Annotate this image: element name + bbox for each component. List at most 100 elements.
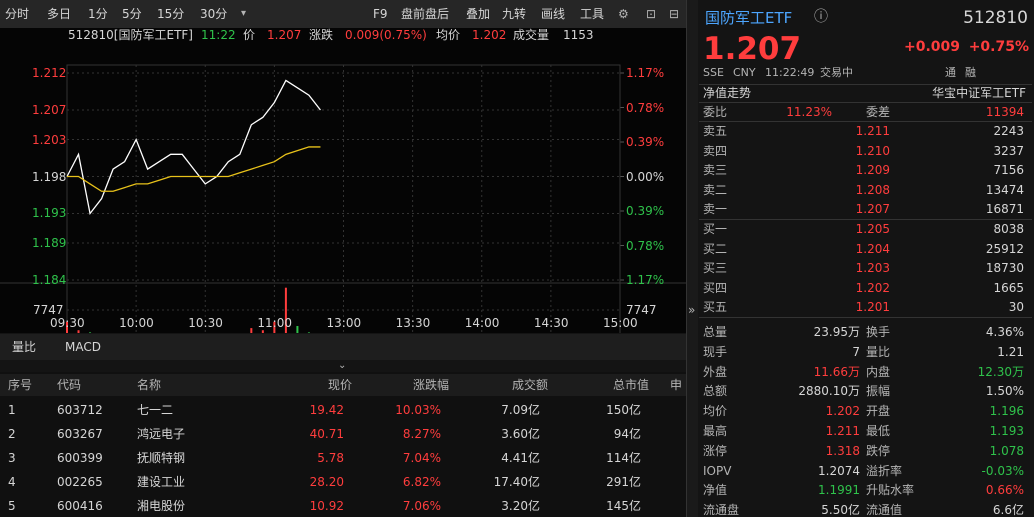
volume-bar	[77, 330, 80, 333]
stat-label: 跌停	[866, 443, 891, 458]
stat-value: 1.21	[997, 344, 1024, 359]
table-header[interactable]: 序号	[8, 378, 33, 392]
table-header[interactable]: 涨跌幅	[412, 378, 449, 392]
x-tick-label: 10:30	[188, 316, 223, 330]
table-header[interactable]: 成交额	[511, 378, 548, 392]
stat-label: 换手	[866, 325, 891, 339]
stat-value: -0.03%	[981, 463, 1024, 478]
stat-value: 1.2074	[818, 463, 860, 478]
table-header[interactable]: 现价	[327, 378, 352, 392]
book-volume: 8038	[993, 222, 1024, 236]
fund-name: 华宝中证军工ETF	[932, 86, 1026, 100]
collapse-icon[interactable]: »	[688, 303, 696, 317]
intraday-chart	[0, 64, 686, 333]
y-tick-label: 1.193	[32, 206, 67, 221]
tool-button[interactable]: 叠加	[466, 7, 491, 21]
quote-meta: SSE	[703, 66, 724, 79]
table-panel	[0, 372, 686, 517]
stat-value: 6.6亿	[992, 503, 1024, 517]
stat-value: 4.36%	[985, 325, 1024, 339]
book-label: 卖三	[703, 163, 728, 177]
table-cell: 145亿	[606, 499, 641, 513]
chart-info: 512810[国防军工ETF]	[68, 28, 193, 42]
tool-button[interactable]: 九转	[502, 7, 527, 21]
icon[interactable]: ⊡	[646, 7, 657, 21]
stat-value: 1.193	[989, 424, 1024, 438]
tool-button[interactable]: 工具	[580, 7, 605, 21]
settings-icon[interactable]: ⚙	[618, 7, 629, 21]
quote-meta: 交易中	[820, 66, 853, 79]
table-cell: 8.27%	[402, 427, 441, 441]
security-name: 国防军工ETF	[705, 9, 793, 27]
y2-tick-label: 0.78%	[626, 100, 665, 115]
period-tab[interactable]: 1分	[88, 7, 108, 21]
stat-label: 振幅	[866, 384, 891, 399]
expand-icon[interactable]: ⌄	[338, 360, 347, 371]
stat-value: 12.30万	[977, 364, 1024, 379]
table-cell: 150亿	[606, 403, 641, 417]
value: 11.23%	[786, 105, 832, 119]
stat-label: 最低	[866, 424, 891, 438]
book-price: 1.208	[855, 182, 890, 197]
book-price: 1.211	[855, 124, 890, 138]
table-header[interactable]: 代码	[57, 378, 82, 392]
stat-value: 2880.10万	[798, 384, 860, 399]
y2-tick-label: 1.17%	[626, 273, 665, 287]
table-cell: 七一二	[137, 403, 174, 417]
chart-info: 1.202	[472, 28, 507, 42]
indicator-tab[interactable]: 量比	[12, 340, 37, 354]
icon[interactable]: ⊟	[669, 7, 680, 21]
stat-value: 1.1991	[818, 483, 860, 498]
table-cell: 291亿	[606, 475, 641, 489]
y2-tick-label: 0.00%	[626, 169, 665, 184]
stat-label: 外盘	[703, 364, 728, 379]
table-cell: 2	[8, 427, 16, 441]
table-cell: 湘电股份	[137, 499, 186, 513]
stat-value: 1.318	[825, 443, 860, 458]
period-tab[interactable]: 多日	[47, 7, 72, 21]
tool-button[interactable]: 盘前盘后	[401, 7, 450, 21]
y-tick-label: 1.198	[32, 169, 67, 184]
label: 委比	[703, 105, 728, 119]
chart-info: 均价	[436, 28, 461, 42]
period-tab[interactable]: 分时	[5, 7, 30, 21]
book-label: 卖四	[703, 143, 728, 158]
y-tick-label: 1.207	[32, 102, 67, 117]
book-price: 1.203	[855, 261, 890, 275]
stat-value: 7	[852, 344, 860, 359]
dropdown-icon[interactable]: ▾	[241, 8, 247, 19]
book-label: 卖二	[703, 182, 728, 197]
x-tick-label: 14:30	[533, 316, 569, 330]
stat-label: 现手	[703, 344, 728, 359]
book-label: 买二	[703, 241, 728, 256]
table-cell: 抚顺特钢	[137, 451, 186, 465]
x-tick-label: 14:00	[464, 316, 500, 330]
table-cell: 10.92	[309, 499, 344, 513]
y2-tick-label: 0.78%	[626, 238, 665, 253]
chart-info: 0.009(0.75%)	[345, 28, 427, 42]
period-tab[interactable]: 30分	[200, 7, 228, 21]
volume-tick-label: 7747	[626, 303, 657, 318]
tab[interactable]: 净值走势	[703, 86, 752, 100]
volume-bar	[250, 328, 253, 333]
stat-label: 开盘	[866, 404, 891, 419]
table-cell: 600399	[57, 451, 103, 465]
info-icon[interactable]: ⓘ	[814, 9, 828, 25]
chart-info: 1.207	[267, 28, 302, 42]
table-cell: 28.20	[309, 475, 344, 489]
table-cell: 建设工业	[137, 475, 186, 489]
label: 委差	[866, 105, 891, 119]
table-header[interactable]: 总市值	[612, 378, 649, 392]
tool-button[interactable]: 画线	[541, 7, 566, 21]
period-tab[interactable]: 5分	[122, 7, 142, 21]
indicator-tab[interactable]: MACD	[65, 340, 101, 354]
period-tab[interactable]: 15分	[157, 7, 185, 21]
last-price: 1.207	[703, 31, 802, 67]
table-cell: 5.78	[317, 451, 344, 465]
table-cell: 114亿	[606, 451, 641, 465]
table-header[interactable]: 名称	[137, 378, 162, 392]
x-tick-label: 15:00	[603, 316, 638, 330]
table-header[interactable]: 申	[670, 378, 683, 392]
tool-button[interactable]: F9	[373, 7, 388, 21]
x-tick-label: 09:30	[50, 316, 85, 330]
